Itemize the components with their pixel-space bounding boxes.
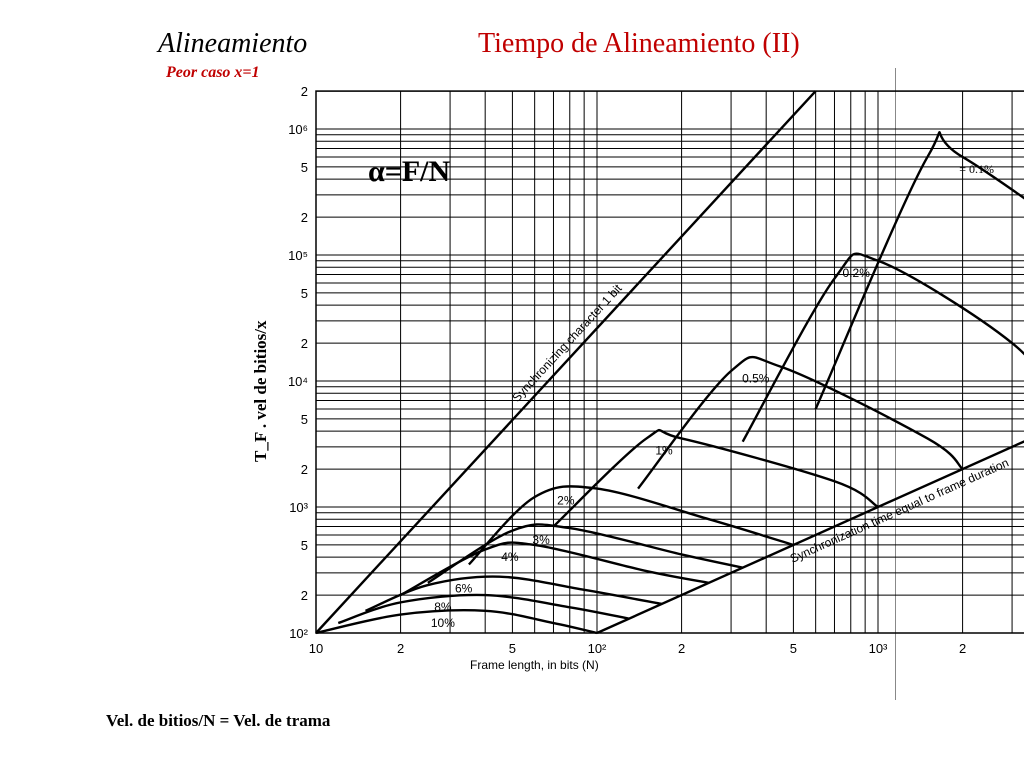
- series-curve: [427, 523, 743, 584]
- right-divider: [895, 68, 896, 700]
- y-tick-label: 2: [301, 462, 308, 477]
- series-label: 6%: [455, 582, 473, 596]
- subtitle-peor-caso: Peor caso x=1: [166, 64, 260, 81]
- series-label: 10%: [431, 616, 455, 630]
- series-label: 0.5%: [742, 372, 770, 386]
- series-label: 8%: [434, 600, 452, 614]
- chart-ticks: 102510²2510³2510⁴210²2510³2510⁴2510⁵2510…: [288, 84, 966, 656]
- series-curve: [814, 131, 1024, 410]
- chart-curves: 10%8%6%4%3%2%1%0.5%0.2%= 0.1%: [315, 131, 1024, 635]
- y-tick-label: 10⁴: [288, 374, 308, 389]
- x-tick-label: 2: [959, 641, 966, 656]
- y-tick-label: 2: [301, 588, 308, 603]
- boundary-label: Synchronization time equal to frame dura…: [788, 455, 1011, 565]
- title-tiempo-alineamiento: Tiempo de Alineamiento (II): [478, 28, 800, 59]
- x-tick-label: 2: [397, 641, 404, 656]
- y-axis-label: T_F . vel de bitios/x: [251, 320, 270, 462]
- y-tick-label: 2: [301, 210, 308, 225]
- series-curve: [365, 575, 662, 612]
- x-tick-label: 10²: [588, 641, 607, 656]
- y-tick-label: 5: [301, 538, 308, 553]
- series-label: = 0.1%: [959, 162, 994, 176]
- y-tick-label: 10³: [289, 500, 308, 515]
- x-tick-label: 10: [309, 641, 323, 656]
- x-tick-label: 10³: [869, 641, 888, 656]
- series-curve: [637, 355, 964, 490]
- series-curve: [337, 593, 630, 625]
- x-tick-label: 5: [790, 641, 797, 656]
- x-tick-label: 5: [509, 641, 516, 656]
- y-tick-label: 10²: [289, 626, 308, 641]
- y-tick-label: 2: [301, 84, 308, 99]
- series-curve: [468, 485, 794, 566]
- boundary-line: [596, 440, 1024, 635]
- y-tick-label: 5: [301, 286, 308, 301]
- series-label: 2%: [557, 494, 575, 508]
- series-label: 4%: [501, 550, 519, 564]
- y-tick-label: 10⁶: [288, 122, 308, 137]
- y-tick-label: 10⁵: [288, 248, 308, 263]
- series-curve: [552, 428, 879, 528]
- x-tick-label: 2: [678, 641, 685, 656]
- x-axis-label: Frame length, in bits (N): [470, 658, 599, 672]
- series-label: 0.2%: [843, 266, 871, 280]
- y-tick-label: 2: [301, 336, 308, 351]
- series-curve: [315, 609, 598, 635]
- alpha-annotation: α=F/N: [368, 155, 450, 188]
- y-tick-label: 5: [301, 160, 308, 175]
- boundary-line: [315, 90, 817, 634]
- title-alineamiento: Alineamiento: [158, 28, 308, 59]
- footer-note: Vel. de bitios/N = Vel. de trama: [106, 711, 331, 730]
- y-tick-label: 5: [301, 412, 308, 427]
- series-label: 3%: [532, 533, 550, 547]
